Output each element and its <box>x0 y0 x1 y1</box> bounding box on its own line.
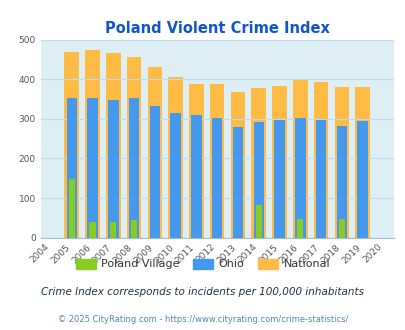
Bar <box>334 87 348 238</box>
Bar <box>209 84 224 238</box>
Bar <box>168 77 183 238</box>
Bar <box>313 82 328 238</box>
Text: Crime Index corresponds to incidents per 100,000 inhabitants: Crime Index corresponds to incidents per… <box>41 287 364 297</box>
Bar <box>189 84 203 238</box>
Title: Poland Violent Crime Index: Poland Violent Crime Index <box>104 21 329 36</box>
Bar <box>336 125 346 238</box>
Bar <box>292 80 307 238</box>
Bar <box>354 87 369 238</box>
Bar <box>232 127 243 238</box>
Bar <box>296 218 303 238</box>
Bar <box>85 50 100 238</box>
Bar <box>274 120 284 238</box>
Bar <box>251 88 265 238</box>
Bar <box>230 92 245 238</box>
Bar <box>66 98 77 238</box>
Legend: Poland Village, Ohio, National: Poland Village, Ohio, National <box>71 254 334 274</box>
Bar <box>211 118 222 238</box>
Bar <box>89 222 96 238</box>
Bar <box>108 100 118 238</box>
Bar <box>149 106 160 238</box>
Bar <box>147 67 162 238</box>
Bar <box>272 85 286 238</box>
Bar <box>253 122 263 238</box>
Bar <box>64 52 79 238</box>
Bar <box>126 57 141 238</box>
Bar <box>338 218 344 238</box>
Bar <box>129 98 139 238</box>
Bar <box>356 121 367 238</box>
Bar <box>87 98 98 238</box>
Bar <box>68 179 75 238</box>
Text: © 2025 CityRating.com - https://www.cityrating.com/crime-statistics/: © 2025 CityRating.com - https://www.city… <box>58 315 347 324</box>
Bar <box>191 115 201 238</box>
Bar <box>170 113 180 238</box>
Bar <box>110 222 116 238</box>
Bar <box>106 53 120 238</box>
Bar <box>294 118 305 238</box>
Bar <box>131 220 137 238</box>
Bar <box>255 205 261 238</box>
Bar <box>315 119 326 238</box>
